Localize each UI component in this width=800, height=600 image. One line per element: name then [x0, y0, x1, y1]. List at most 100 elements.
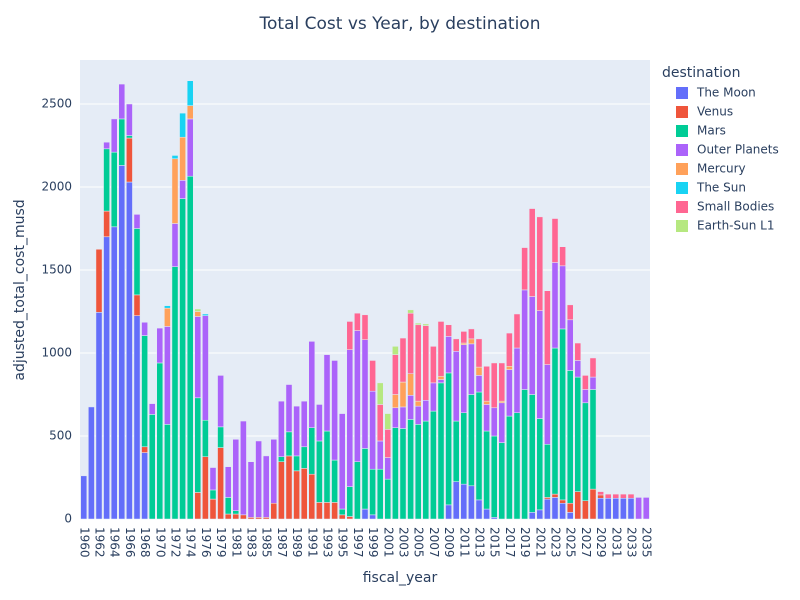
- x-tick-label: 1985: [260, 527, 274, 558]
- bar: [247, 461, 255, 518]
- bar: [551, 493, 559, 498]
- legend-label[interactable]: Mars: [697, 124, 726, 138]
- bar: [528, 394, 536, 513]
- legend-swatch[interactable]: [676, 182, 688, 194]
- bar: [559, 328, 566, 501]
- y-tick-label: 2500: [41, 96, 72, 110]
- legend-swatch[interactable]: [676, 220, 688, 232]
- bar: [308, 341, 316, 428]
- bar: [126, 181, 133, 520]
- bar: [133, 228, 141, 296]
- bar: [240, 420, 247, 516]
- bar: [407, 309, 414, 314]
- x-tick-label: 1972: [169, 527, 183, 558]
- legend-label[interactable]: Outer Planets: [697, 143, 779, 157]
- legend-swatch[interactable]: [676, 144, 688, 156]
- legend-label[interactable]: The Sun: [696, 181, 746, 195]
- bar: [490, 362, 498, 409]
- bar: [437, 382, 445, 520]
- bar: [468, 343, 475, 395]
- bar: [414, 322, 422, 326]
- bar: [285, 384, 293, 433]
- bar: [513, 347, 521, 414]
- bar: [376, 382, 384, 405]
- bar: [194, 308, 202, 312]
- x-tick-label: 2011: [457, 527, 471, 558]
- bar: [133, 294, 141, 316]
- legend-swatch[interactable]: [676, 125, 688, 137]
- legend-label[interactable]: Mercury: [697, 162, 746, 176]
- bar: [437, 379, 445, 384]
- x-tick-label: 2001: [381, 527, 395, 558]
- x-tick-label: 1964: [108, 527, 122, 558]
- bar: [331, 459, 338, 503]
- x-tick-label: 1993: [321, 527, 335, 558]
- legend-swatch[interactable]: [676, 87, 688, 99]
- bar: [498, 362, 506, 402]
- bar: [468, 394, 475, 487]
- bar: [589, 357, 597, 378]
- bar: [240, 514, 247, 520]
- bar: [627, 497, 635, 520]
- bar: [323, 502, 331, 520]
- x-tick-label: 1983: [245, 527, 259, 558]
- bar: [392, 346, 399, 355]
- x-tick-label: 1960: [77, 527, 91, 558]
- bar: [399, 337, 407, 383]
- bar: [452, 420, 460, 482]
- legend-label[interactable]: Earth-Sun L1: [697, 219, 774, 233]
- legend-swatch[interactable]: [676, 163, 688, 175]
- bar: [414, 405, 422, 425]
- bar: [597, 491, 604, 496]
- bar: [452, 338, 460, 352]
- bar: [171, 158, 179, 224]
- bar: [399, 428, 407, 520]
- bar: [346, 349, 354, 487]
- bar: [217, 426, 224, 448]
- bar: [133, 214, 141, 229]
- bar: [103, 236, 110, 520]
- bar: [133, 315, 141, 520]
- bar: [209, 489, 217, 500]
- x-tick-label: 2007: [427, 527, 441, 558]
- x-tick-label: 2027: [579, 527, 593, 558]
- bar: [566, 502, 574, 513]
- bar: [483, 430, 490, 510]
- bar: [551, 262, 559, 349]
- legend-swatch[interactable]: [676, 106, 688, 118]
- bar: [126, 137, 133, 183]
- bar: [589, 376, 597, 390]
- bar: [475, 391, 483, 501]
- x-tick-label: 1981: [229, 527, 243, 558]
- bar: [308, 473, 316, 520]
- bar: [255, 440, 262, 518]
- bar: [597, 497, 604, 520]
- bar: [521, 247, 528, 291]
- bar: [490, 407, 498, 437]
- bar: [186, 80, 194, 106]
- bar: [604, 497, 612, 520]
- bar: [110, 118, 118, 153]
- bar: [110, 226, 118, 520]
- bar: [574, 360, 582, 378]
- bar: [475, 366, 483, 376]
- legend-label[interactable]: Venus: [697, 105, 733, 119]
- x-tick-label: 2015: [488, 527, 502, 558]
- bar: [300, 446, 308, 469]
- bar: [475, 338, 483, 368]
- bar: [171, 155, 179, 160]
- bar: [574, 491, 582, 520]
- bar: [604, 493, 612, 499]
- bar: [278, 456, 285, 462]
- legend-swatch[interactable]: [676, 201, 688, 213]
- legend-label[interactable]: Small Bodies: [697, 200, 774, 214]
- bar: [620, 493, 627, 499]
- bar: [285, 431, 293, 457]
- x-tick-label: 1976: [199, 527, 213, 558]
- bar: [164, 326, 171, 425]
- bar: [506, 415, 513, 520]
- bar: [483, 508, 490, 520]
- bar: [635, 497, 642, 520]
- legend-label[interactable]: The Moon: [696, 86, 756, 100]
